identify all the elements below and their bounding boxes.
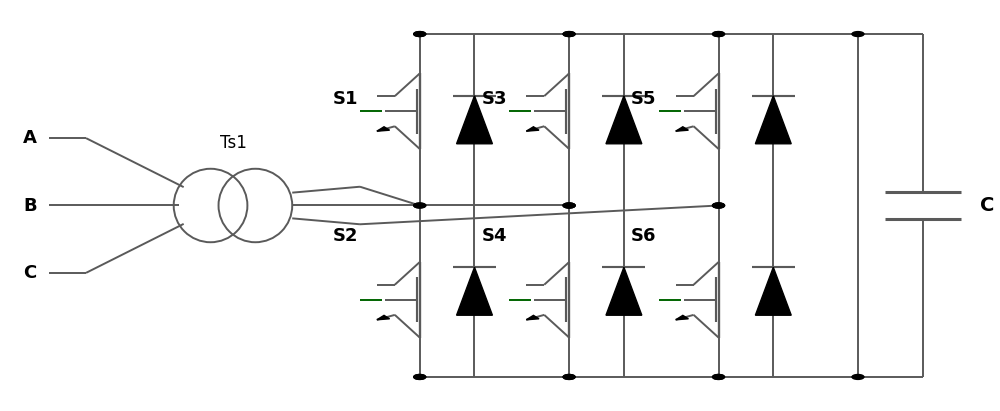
- Polygon shape: [755, 267, 791, 315]
- Text: B: B: [23, 196, 37, 215]
- Circle shape: [414, 32, 426, 37]
- Circle shape: [713, 32, 725, 37]
- Circle shape: [414, 32, 426, 37]
- Circle shape: [563, 374, 575, 379]
- Circle shape: [563, 374, 575, 379]
- Circle shape: [414, 374, 426, 379]
- Text: S2: S2: [332, 227, 358, 245]
- Polygon shape: [755, 96, 791, 144]
- Circle shape: [414, 203, 426, 208]
- Polygon shape: [606, 267, 642, 315]
- Text: S1: S1: [332, 90, 358, 108]
- Circle shape: [563, 203, 575, 208]
- Text: Ts1: Ts1: [220, 134, 246, 152]
- Circle shape: [713, 203, 725, 208]
- Circle shape: [713, 374, 725, 379]
- Polygon shape: [676, 127, 688, 131]
- Text: S5: S5: [631, 90, 657, 108]
- Text: S6: S6: [631, 227, 657, 245]
- Circle shape: [713, 203, 725, 208]
- Text: C: C: [23, 264, 37, 282]
- Circle shape: [713, 374, 725, 379]
- Polygon shape: [377, 127, 390, 131]
- Circle shape: [713, 32, 725, 37]
- Circle shape: [414, 203, 426, 208]
- Polygon shape: [606, 96, 642, 144]
- Circle shape: [563, 32, 575, 37]
- Polygon shape: [526, 127, 539, 131]
- Polygon shape: [457, 267, 492, 315]
- Polygon shape: [457, 96, 492, 144]
- Text: S3: S3: [482, 90, 507, 108]
- Circle shape: [713, 203, 725, 208]
- Circle shape: [852, 32, 864, 37]
- Circle shape: [563, 203, 575, 208]
- Text: C: C: [980, 196, 995, 215]
- Polygon shape: [676, 315, 688, 320]
- Circle shape: [852, 374, 864, 379]
- Circle shape: [414, 374, 426, 379]
- Circle shape: [563, 203, 575, 208]
- Polygon shape: [377, 315, 390, 320]
- Text: S4: S4: [482, 227, 507, 245]
- Circle shape: [563, 32, 575, 37]
- Polygon shape: [526, 315, 539, 320]
- Text: A: A: [23, 129, 37, 147]
